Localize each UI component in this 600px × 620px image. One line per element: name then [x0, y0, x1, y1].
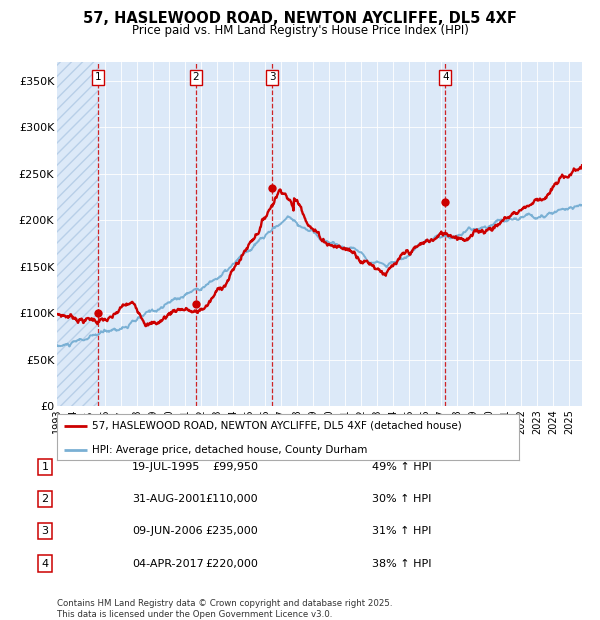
- Text: 49% ↑ HPI: 49% ↑ HPI: [372, 462, 431, 472]
- Text: 1: 1: [41, 462, 49, 472]
- Text: £220,000: £220,000: [205, 559, 258, 569]
- Text: 2: 2: [193, 73, 199, 82]
- Text: 3: 3: [269, 73, 275, 82]
- Text: 04-APR-2017: 04-APR-2017: [132, 559, 204, 569]
- Text: 38% ↑ HPI: 38% ↑ HPI: [372, 559, 431, 569]
- Text: 31-AUG-2001: 31-AUG-2001: [132, 494, 206, 504]
- Text: £99,950: £99,950: [212, 462, 258, 472]
- Text: 30% ↑ HPI: 30% ↑ HPI: [372, 494, 431, 504]
- Text: 1: 1: [94, 73, 101, 82]
- Text: £110,000: £110,000: [205, 494, 258, 504]
- Text: 4: 4: [41, 559, 49, 569]
- Text: 31% ↑ HPI: 31% ↑ HPI: [372, 526, 431, 536]
- Text: 57, HASLEWOOD ROAD, NEWTON AYCLIFFE, DL5 4XF (detached house): 57, HASLEWOOD ROAD, NEWTON AYCLIFFE, DL5…: [92, 420, 461, 431]
- Text: £235,000: £235,000: [205, 526, 258, 536]
- Text: 09-JUN-2006: 09-JUN-2006: [132, 526, 203, 536]
- Bar: [57, 62, 98, 406]
- Text: HPI: Average price, detached house, County Durham: HPI: Average price, detached house, Coun…: [92, 445, 367, 455]
- Text: 19-JUL-1995: 19-JUL-1995: [132, 462, 200, 472]
- Bar: [57, 62, 98, 406]
- Text: 4: 4: [442, 73, 449, 82]
- Text: Price paid vs. HM Land Registry's House Price Index (HPI): Price paid vs. HM Land Registry's House …: [131, 24, 469, 37]
- Text: 57, HASLEWOOD ROAD, NEWTON AYCLIFFE, DL5 4XF: 57, HASLEWOOD ROAD, NEWTON AYCLIFFE, DL5…: [83, 11, 517, 25]
- Text: Contains HM Land Registry data © Crown copyright and database right 2025.
This d: Contains HM Land Registry data © Crown c…: [57, 600, 392, 619]
- Text: 3: 3: [41, 526, 49, 536]
- Text: 2: 2: [41, 494, 49, 504]
